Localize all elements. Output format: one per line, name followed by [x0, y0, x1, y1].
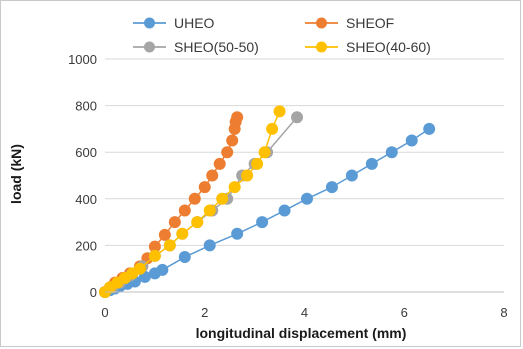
point-uheo-11: [231, 227, 244, 240]
point-sheo-40-60-5: [133, 262, 146, 275]
y-tick-label-400: 400: [75, 192, 97, 207]
x-tick-label-2: 2: [201, 305, 208, 320]
point-uheo-16: [345, 169, 358, 182]
point-sheo-40-60-14: [251, 157, 264, 170]
point-sheo-40-60-11: [216, 192, 229, 205]
point-sheof-19: [231, 111, 244, 124]
y-axis-title: load (kN): [8, 144, 24, 204]
point-sheo-40-60-13: [241, 169, 254, 182]
legend-marker-uheo: [144, 17, 155, 29]
point-uheo-8: [156, 263, 169, 276]
point-uheo-9: [178, 251, 191, 264]
y-tick-label-1000: 1000: [68, 52, 97, 67]
point-sheo-50-50-14: [291, 111, 304, 124]
point-uheo-13: [278, 204, 291, 217]
x-tick-label-6: 6: [401, 305, 408, 320]
point-uheo-12: [256, 216, 269, 229]
axes: 0 200 400 600 800 1000 0 2 4 6 8: [68, 52, 508, 320]
x-tick-label-8: 8: [500, 305, 507, 320]
series-line-sheo-50-50: [104, 116, 298, 293]
legend-label-sheo-50-50: SHEO(50-50): [174, 39, 259, 55]
y-tick-label-0: 0: [90, 285, 97, 300]
point-sheof-15: [221, 146, 234, 159]
point-sheo-40-60-10: [203, 204, 216, 217]
gridlines: [105, 58, 504, 246]
point-uheo-10: [203, 239, 216, 252]
point-sheof-13: [206, 169, 219, 182]
point-sheo-40-60-16: [266, 122, 279, 135]
legend-label-uheo: UHEO: [174, 15, 215, 31]
legend-marker-sheo-40-60: [316, 41, 327, 53]
y-tick-label-200: 200: [75, 238, 97, 253]
point-sheof-10: [178, 204, 191, 217]
point-sheof-11: [188, 192, 201, 205]
point-uheo-18: [385, 146, 398, 159]
y-tick-label-600: 600: [75, 145, 97, 160]
point-uheo-20: [423, 122, 436, 135]
legend-label-sheof: SHEOF: [346, 15, 394, 31]
point-uheo-15: [325, 181, 338, 194]
legend-marker-sheo-50-50: [144, 41, 155, 53]
legend-marker-sheof: [316, 17, 327, 29]
point-sheof-12: [198, 181, 211, 194]
point-sheo-40-60-15: [258, 146, 271, 159]
legend-label-sheo-40-60: SHEO(40-60): [346, 39, 431, 55]
point-sheo-40-60-9: [191, 216, 204, 229]
point-sheo-40-60-17: [273, 105, 286, 118]
x-axis-title: longitudinal displacement (mm): [196, 325, 407, 341]
legend: UHEO SHEOF SHEO(50-50) SHEO(40-60): [133, 15, 431, 55]
series-line-sheof: [104, 117, 238, 293]
point-sheof-14: [213, 157, 226, 170]
point-uheo-17: [365, 157, 378, 170]
y-tick-label-800: 800: [75, 99, 97, 114]
point-uheo-14: [300, 192, 313, 205]
point-uheo-19: [405, 134, 418, 147]
point-sheo-40-60-7: [163, 239, 176, 252]
point-sheof-16: [226, 134, 239, 147]
series-layer: [99, 105, 436, 298]
point-sheo-40-60-6: [148, 249, 161, 262]
point-sheof-9: [168, 216, 181, 229]
point-sheo-40-60-8: [176, 227, 189, 240]
point-sheof-7: [148, 240, 161, 253]
x-tick-label-4: 4: [301, 305, 308, 320]
point-sheo-40-60-12: [228, 181, 241, 194]
x-tick-label-0: 0: [101, 305, 108, 320]
point-sheof-8: [158, 228, 171, 241]
